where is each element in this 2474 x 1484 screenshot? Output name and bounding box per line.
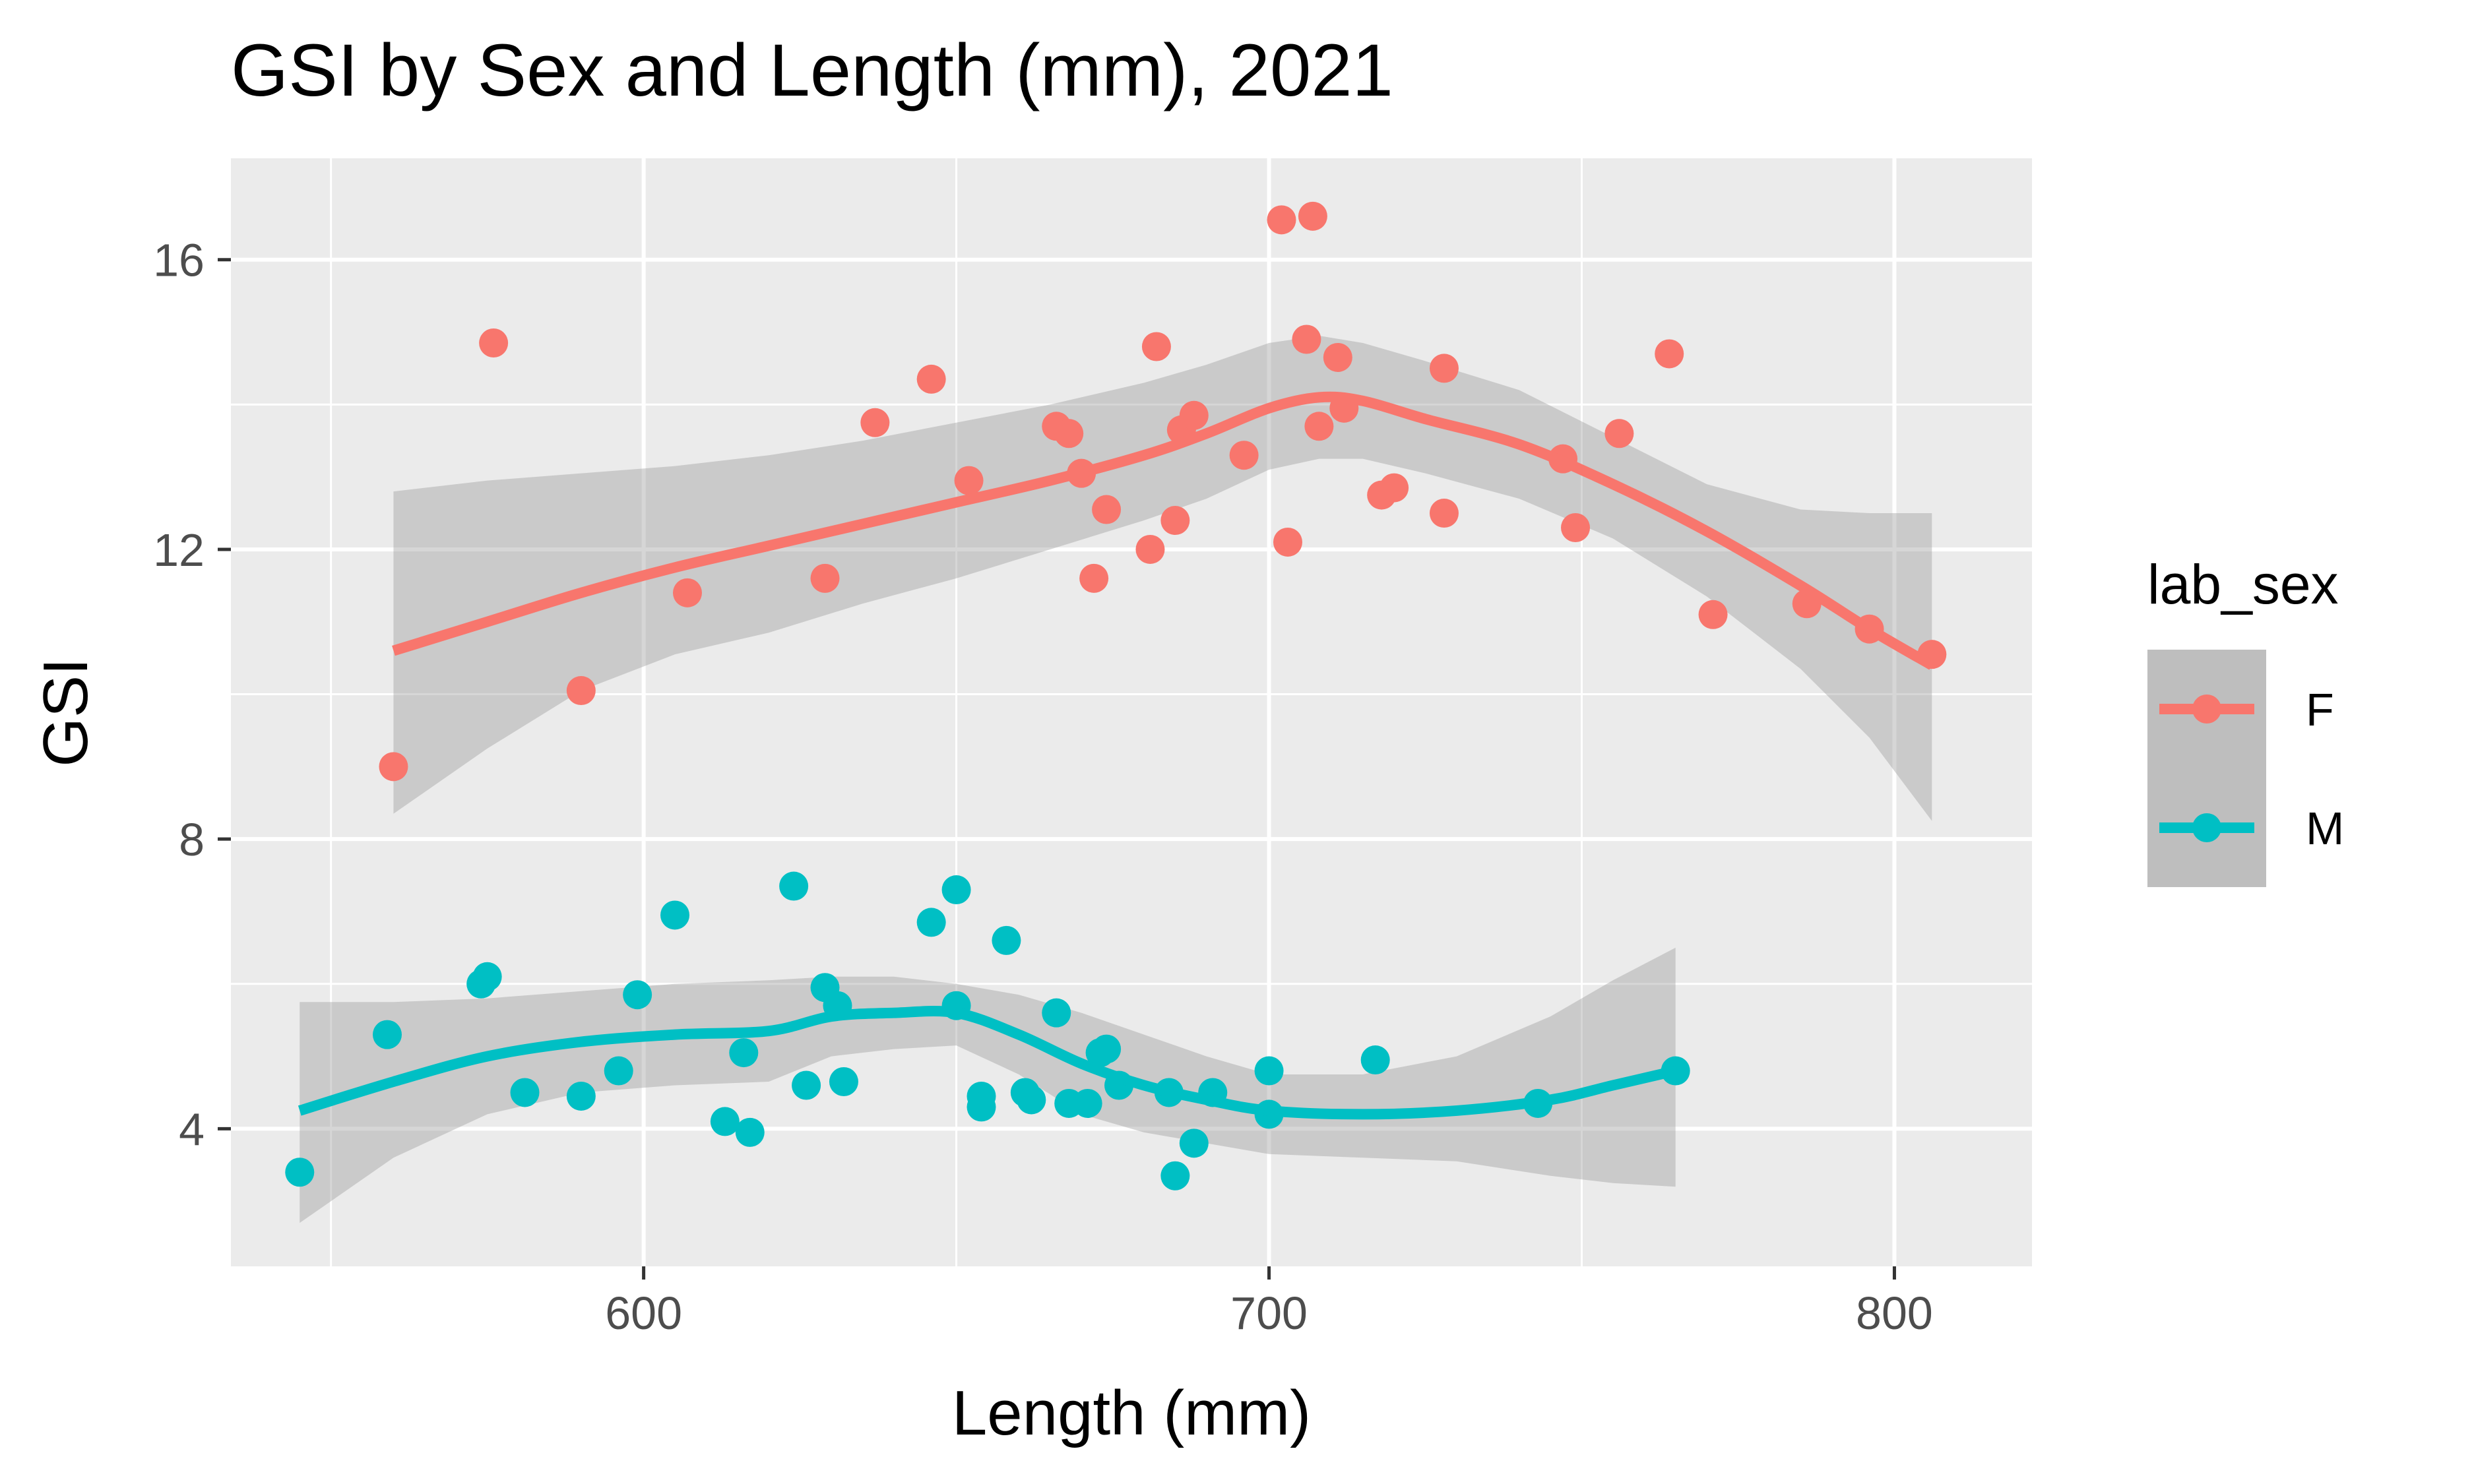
x-axis-title: Length (mm): [952, 1378, 1311, 1448]
data-point-F: [1135, 534, 1165, 564]
data-point-M: [566, 1081, 596, 1111]
data-point-F: [1267, 205, 1296, 235]
y-axis-title: GSI: [30, 658, 101, 766]
data-point-F: [479, 328, 509, 357]
smooth-line-M: [298, 1006, 1677, 1120]
data-point-M: [941, 875, 971, 905]
x-tick-label: 700: [1230, 1287, 1308, 1339]
data-point-M: [372, 1020, 402, 1049]
data-point-M: [829, 1067, 858, 1096]
data-point-F: [379, 752, 408, 782]
data-point-F: [1380, 473, 1409, 503]
data-point-M: [1017, 1085, 1046, 1115]
chart-title: GSI by Sex and Length (mm), 2021: [231, 29, 1393, 111]
data-point-F: [1604, 419, 1634, 448]
data-point-F: [954, 466, 984, 495]
data-point-F: [916, 364, 946, 394]
data-point-F: [566, 676, 596, 706]
y-tick-label: 8: [179, 814, 205, 865]
x-tick-label: 800: [1856, 1287, 1933, 1339]
data-point-F: [1561, 513, 1591, 542]
data-point-M: [735, 1117, 765, 1147]
data-point-F: [1304, 412, 1334, 441]
data-point-F: [1054, 419, 1084, 448]
data-point-M: [992, 925, 1021, 955]
grid-minor: [231, 158, 2032, 1266]
data-point-M: [1042, 998, 1071, 1028]
data-point-M: [604, 1056, 633, 1086]
y-tick-label: 12: [153, 524, 205, 576]
y-axis: 4 8 12 16: [153, 235, 231, 1155]
y-tick-label: 16: [153, 235, 205, 286]
data-point-F: [1698, 600, 1728, 629]
smooth-line-F: [392, 391, 1935, 670]
x-tick-label: 600: [605, 1287, 682, 1339]
legend: lab_sex F M: [2147, 553, 2344, 887]
data-point-F: [1298, 201, 1327, 231]
data-point-M: [510, 1078, 540, 1107]
data-point-F: [1229, 441, 1259, 470]
data-point-F: [1160, 506, 1190, 536]
data-point-F: [1429, 354, 1459, 383]
data-point-F: [1179, 400, 1209, 430]
data-point-F: [1273, 527, 1302, 557]
data-point-F: [1292, 325, 1321, 354]
data-point-F: [1141, 332, 1171, 361]
legend-label-M: M: [2306, 803, 2344, 854]
data-point-M: [1360, 1045, 1390, 1075]
data-point-F: [1079, 563, 1109, 593]
legend-label-F: F: [2306, 684, 2334, 735]
legend-key-point-F: [2192, 695, 2221, 724]
y-tick-label: 4: [179, 1103, 205, 1155]
data-point-M: [1092, 1034, 1122, 1064]
data-point-F: [810, 563, 840, 593]
data-point-M: [1160, 1161, 1190, 1190]
data-point-M: [967, 1092, 996, 1122]
data-point-F: [1323, 342, 1352, 372]
x-axis: 600 700 800: [605, 1266, 1933, 1339]
data-point-M: [792, 1070, 821, 1100]
data-point-M: [916, 908, 946, 937]
data-point-M: [660, 900, 690, 930]
data-point-M: [1179, 1128, 1209, 1158]
data-point-F: [1429, 499, 1459, 528]
data-point-F: [1655, 339, 1684, 369]
data-point-M: [779, 871, 809, 901]
data-point-F: [1092, 495, 1122, 524]
data-point-M: [472, 962, 502, 991]
data-point-F: [672, 578, 702, 607]
data-point-M: [729, 1038, 759, 1068]
confidence-band-M: [300, 947, 1676, 1223]
data-point-F: [860, 408, 890, 437]
legend-key-point-M: [2192, 813, 2221, 842]
data-point-M: [1254, 1056, 1284, 1086]
smooth-lines: [298, 391, 1935, 1120]
data-point-M: [710, 1107, 740, 1136]
data-point-M: [623, 980, 652, 1010]
data-point-M: [285, 1158, 315, 1187]
data-point-M: [1073, 1088, 1102, 1118]
legend-title: lab_sex: [2147, 553, 2339, 615]
